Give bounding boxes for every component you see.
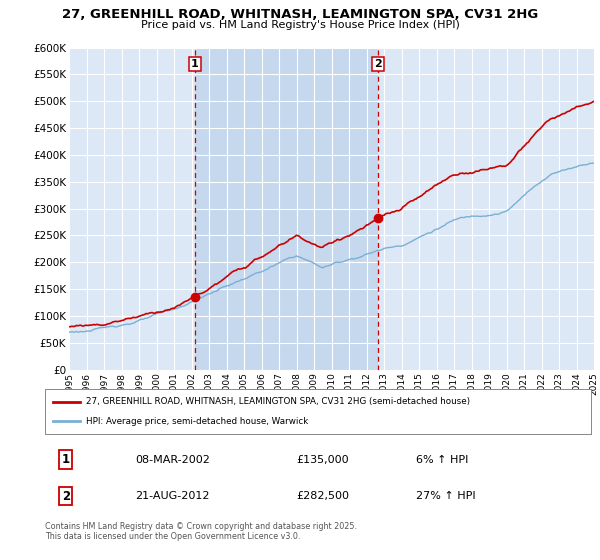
- Text: 1: 1: [62, 453, 70, 466]
- Text: £135,000: £135,000: [296, 455, 349, 465]
- Text: Price paid vs. HM Land Registry's House Price Index (HPI): Price paid vs. HM Land Registry's House …: [140, 20, 460, 30]
- Text: 6% ↑ HPI: 6% ↑ HPI: [416, 455, 469, 465]
- Text: Contains HM Land Registry data © Crown copyright and database right 2025.
This d: Contains HM Land Registry data © Crown c…: [45, 522, 357, 542]
- Text: 1: 1: [191, 59, 199, 69]
- Text: £282,500: £282,500: [296, 491, 349, 501]
- Text: 2: 2: [62, 489, 70, 502]
- Text: 27, GREENHILL ROAD, WHITNASH, LEAMINGTON SPA, CV31 2HG (semi-detached house): 27, GREENHILL ROAD, WHITNASH, LEAMINGTON…: [86, 397, 470, 406]
- Text: HPI: Average price, semi-detached house, Warwick: HPI: Average price, semi-detached house,…: [86, 417, 308, 426]
- Bar: [195, 48, 378, 370]
- Text: 08-MAR-2002: 08-MAR-2002: [135, 455, 210, 465]
- Text: 2: 2: [374, 59, 382, 69]
- Text: 27, GREENHILL ROAD, WHITNASH, LEAMINGTON SPA, CV31 2HG: 27, GREENHILL ROAD, WHITNASH, LEAMINGTON…: [62, 8, 538, 21]
- Text: 27% ↑ HPI: 27% ↑ HPI: [416, 491, 476, 501]
- Text: 21-AUG-2012: 21-AUG-2012: [135, 491, 209, 501]
